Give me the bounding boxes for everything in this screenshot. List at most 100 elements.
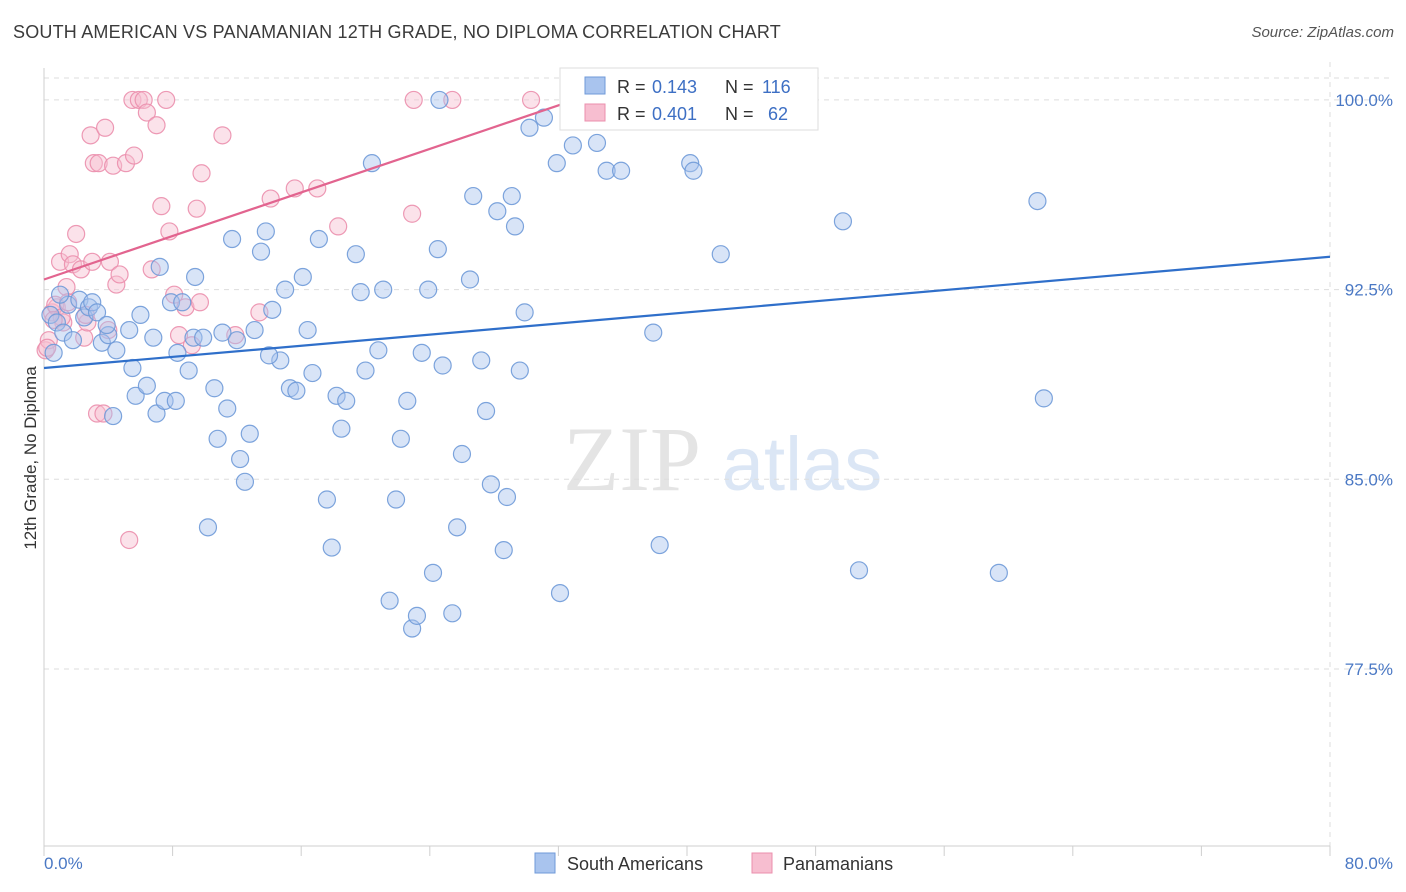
y-tick-labels: 77.5% 85.0% 92.5% 100.0% [1335,91,1393,679]
south-americans-point-68 [412,343,431,362]
south-americans-point-63 [386,490,406,509]
south-americans-point-20 [144,328,163,347]
south-americans-point-69 [419,280,438,299]
south-americans-point-27 [179,361,198,380]
south-americans-point-109 [430,90,449,110]
panamanians-point-7 [60,245,79,264]
y-tick-label-2: 92.5% [1345,281,1393,300]
panamanians-point-59 [190,293,210,312]
south-americans-point-54 [332,419,351,438]
south-americans-point-32 [208,429,227,448]
south-americans-point-52 [322,538,341,557]
panamanians-point-61 [44,310,63,330]
panamanians-point-13 [81,126,100,145]
panamanians-point-9 [67,224,86,244]
south-americans-point-19 [137,376,156,395]
south-americans-point-29 [194,328,213,347]
panamanians-point-39 [187,199,206,218]
south-americans-point-48 [298,320,317,340]
stats-n-label-2: N = [725,104,754,124]
south-americans-point-80 [481,475,500,494]
south-americans-point-82 [494,541,513,560]
south-americans-point-34 [218,399,237,418]
trend-lines [43,98,1331,370]
watermark-zip: ZIP [563,408,701,510]
south-americans-point-40 [251,242,271,261]
panamanians-point-33 [157,90,176,110]
south-americans-point-70 [423,563,443,582]
south-americans-point-106 [989,563,1008,582]
stats-r-label-1: R = [617,77,646,97]
south-americans-point-78 [472,351,491,370]
panamanians-point-57 [83,252,102,271]
south-americans-point-87 [515,303,534,322]
south-americans-point-0 [41,305,60,325]
south-americans-point-77 [464,186,483,206]
south-americans-point-51 [317,490,337,509]
south-americans-point-47 [293,267,312,287]
south-americans-point-1 [44,343,63,362]
south-americans-point-62 [380,591,399,610]
panamanians-point-18 [95,118,115,137]
south-americans-point-41 [256,222,275,241]
legend-swatch-south-americans [534,852,556,874]
panamanians-point-50 [443,90,462,110]
south-americans-point-17 [126,386,145,405]
south-americans-point-79 [476,401,496,421]
south-americans-point-14 [107,341,126,360]
panamanians-point-48 [403,204,422,223]
panamanians-point-44 [261,189,280,208]
trend-line-panamanians [43,98,575,281]
stats-n-value-2: 62 [768,104,788,124]
stats-r-value-1: 0.143 [652,77,697,97]
south-americans-point-95 [597,161,616,180]
panamanians-point-21 [107,275,126,294]
panamanians-point-32 [152,197,171,216]
south-americans-point-55 [337,391,356,410]
panamanians-point-29 [137,103,156,122]
panamanians-point-11 [75,328,94,347]
legend-label-panamanians: Panamanians [783,854,893,874]
south-americans-point-90 [547,154,566,173]
south-americans-point-38 [240,424,259,443]
source-credit: Source: ZipAtlas.com [1251,24,1394,41]
south-americans-point-85 [505,217,525,236]
panamanians-point-47 [329,217,348,236]
series-south-americans [41,90,1053,638]
stats-r-value-2: 0.401 [652,104,697,124]
panamanians-point-22 [110,265,129,284]
south-americans-point-64 [391,429,410,448]
south-americans-point-81 [488,202,507,221]
south-americans-point-2 [47,313,66,332]
y-axis-label: 12th Grade, No Diploma [21,366,40,550]
south-americans-point-49 [303,363,322,383]
panamanians-point-49 [404,90,423,110]
y-tick-label-3: 100.0% [1335,91,1393,110]
panamanians-point-26 [124,146,144,165]
panamanians-point-46 [308,179,327,198]
x-tick-label-max: 80.0% [1345,854,1393,873]
panamanians-point-31 [147,116,166,135]
south-americans-point-74 [448,518,467,537]
south-americans-point-112 [97,315,116,335]
south-americans-point-98 [650,535,669,555]
gridlines [44,62,1390,846]
south-americans-point-65 [398,391,417,410]
south-americans-point-3 [54,323,73,342]
trend-line-south-americans [43,255,1331,370]
south-americans-point-94 [587,133,607,153]
south-americans-point-75 [452,444,472,464]
panamanians-point-16 [89,154,108,173]
x-tick-label-min: 0.0% [44,854,83,873]
south-americans-point-110 [227,331,246,350]
panamanians-point-24 [120,530,139,550]
watermark-atlas: atlas [722,422,883,507]
stats-n-value-1: 116 [762,77,791,97]
chart-title: SOUTH AMERICAN VS PANAMANIAN 12TH GRADE,… [13,22,781,42]
south-americans-point-28 [184,328,203,347]
south-americans-point-92 [563,136,582,155]
south-americans-point-42 [263,300,282,319]
south-americans-point-76 [460,270,480,289]
panamanians-point-51 [521,90,541,110]
